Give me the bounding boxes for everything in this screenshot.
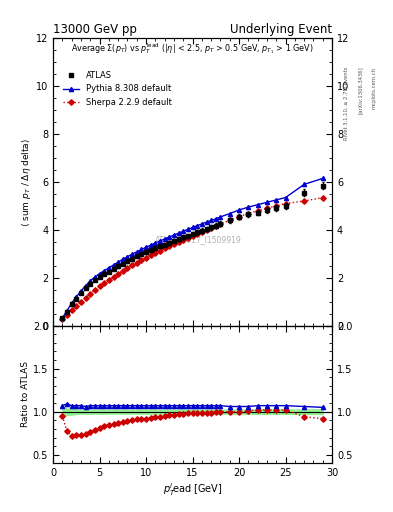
Text: [arXiv:1306.3436]: [arXiv:1306.3436] [358, 67, 363, 114]
Y-axis label: Ratio to ATLAS: Ratio to ATLAS [21, 361, 30, 428]
Legend: ATLAS, Pythia 8.308 default, Sherpa 2.2.9 default: ATLAS, Pythia 8.308 default, Sherpa 2.2.… [63, 71, 172, 106]
Y-axis label: $\langle$ sum $p_T$ / $\Delta\eta$ delta$\rangle$: $\langle$ sum $p_T$ / $\Delta\eta$ delta… [20, 137, 33, 226]
Text: ATLAS_2017_I1509919: ATLAS_2017_I1509919 [155, 235, 242, 244]
Text: Rivet 3.1.10, ≥ 2.7M events: Rivet 3.1.10, ≥ 2.7M events [344, 67, 349, 140]
Text: Average $\Sigma(p_T)$ vs $p_T^{\rm lead}$ ($|\eta|$ < 2.5, $p_T$ > 0.5 GeV, $p_{: Average $\Sigma(p_T)$ vs $p_T^{\rm lead}… [71, 41, 314, 56]
Text: mcplots.cern.ch: mcplots.cern.ch [371, 67, 376, 109]
X-axis label: $p_T^l\!$ead [GeV]: $p_T^l\!$ead [GeV] [163, 481, 222, 498]
Text: 13000 GeV pp: 13000 GeV pp [53, 23, 137, 36]
Text: Underlying Event: Underlying Event [230, 23, 332, 36]
